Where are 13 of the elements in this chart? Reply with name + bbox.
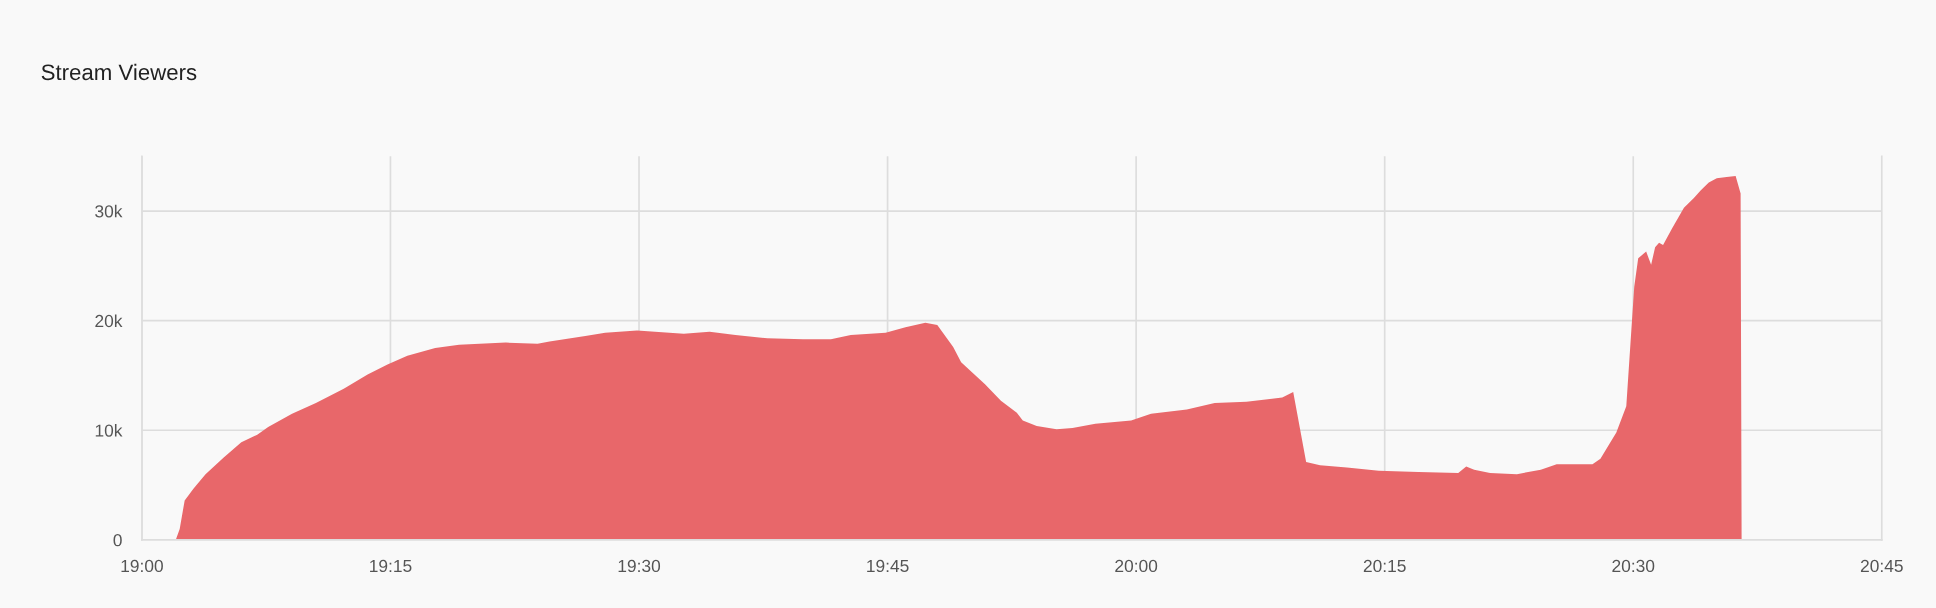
x-tick-label: 19:15	[370, 559, 412, 573]
y-tick-label: 30k	[95, 204, 123, 218]
x-tick-label: 20:15	[1363, 559, 1406, 573]
x-tick-label: 20:00	[1115, 559, 1158, 573]
x-tick-label: 20:30	[1612, 559, 1655, 573]
x-tick-label: 19:45	[867, 559, 909, 573]
x-tick-label: 19:30	[618, 559, 661, 573]
y-tick-label: 20k	[95, 314, 123, 328]
x-tick-label: 20:45	[1860, 559, 1903, 573]
y-tick-label: 0	[113, 534, 122, 547]
x-tick-label: 19:00	[121, 559, 163, 573]
y-tick-label: 10k	[95, 424, 123, 437]
chart-title: Stream Viewers	[41, 63, 197, 81]
